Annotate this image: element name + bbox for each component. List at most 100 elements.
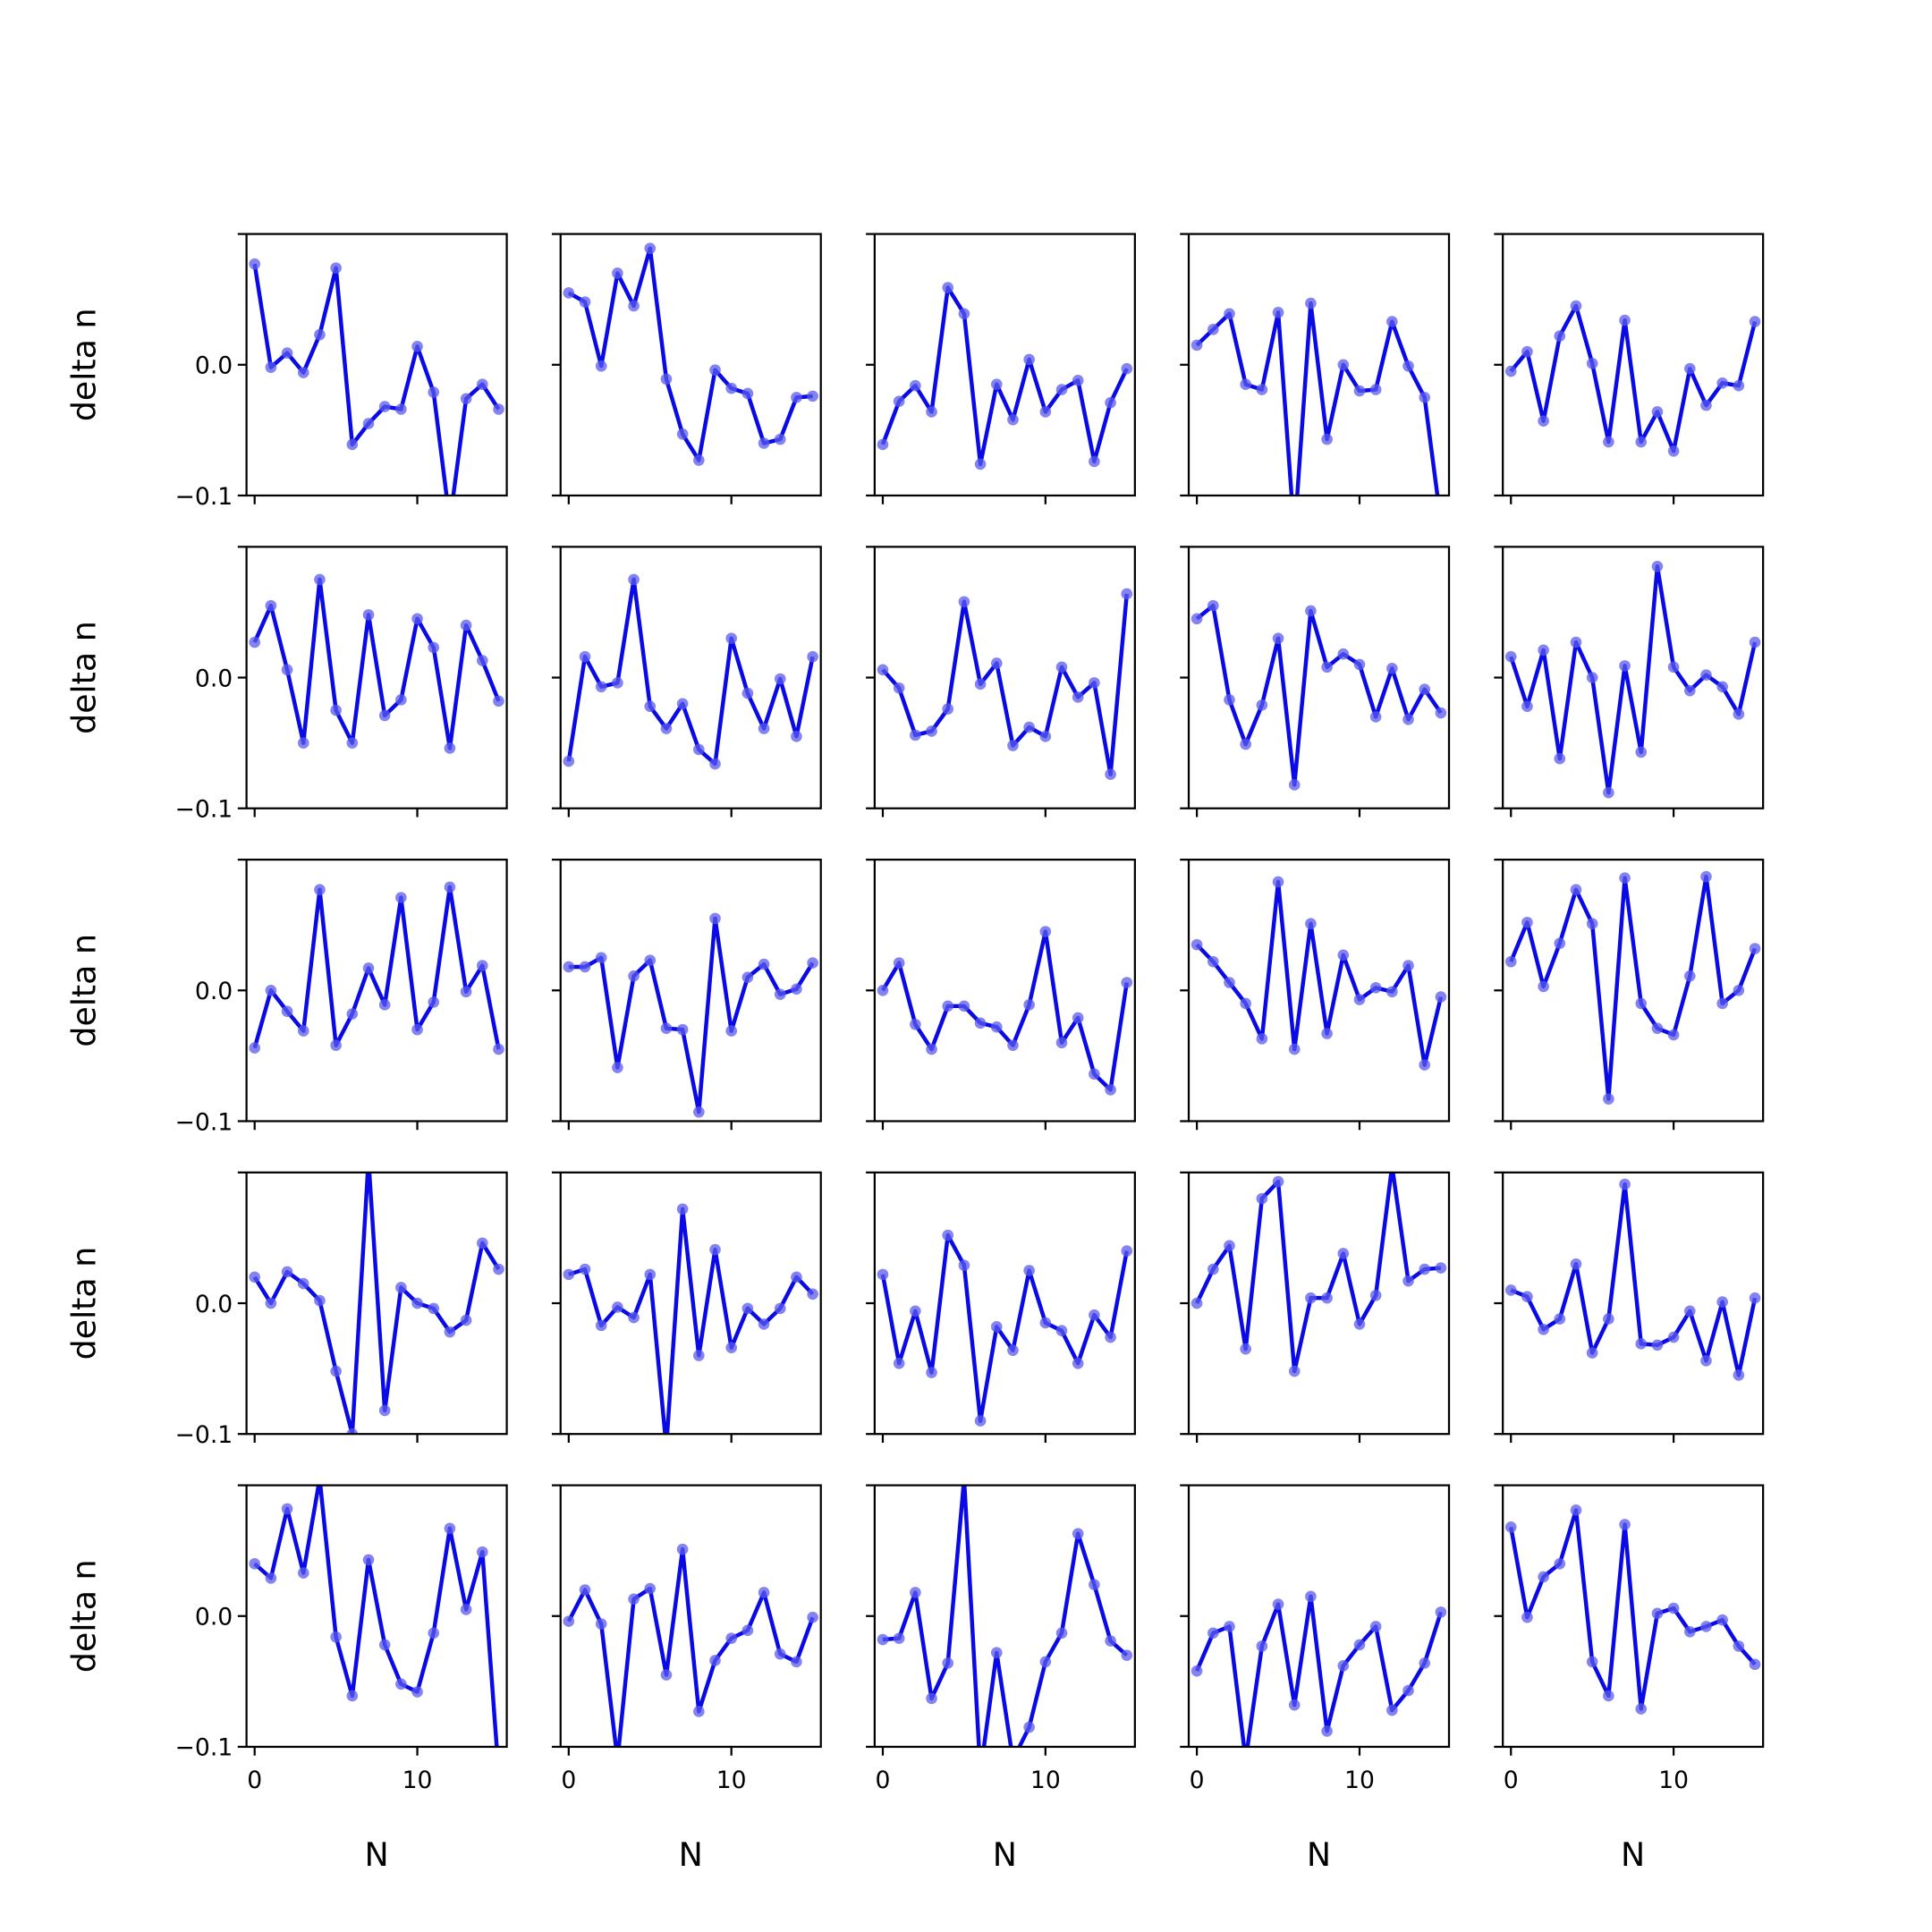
y-tick-label: −0.1 [175, 1108, 233, 1136]
data-point [1667, 1602, 1680, 1614]
data-point [1240, 1754, 1251, 1766]
data-point [877, 1268, 889, 1281]
x-tick-label: 10 [716, 1767, 747, 1794]
data-point [1191, 938, 1203, 951]
y-tick-label: 0.0 [195, 665, 233, 692]
subplot: 0 10 N [866, 1473, 1136, 1874]
data-point [942, 282, 954, 293]
data-point [628, 1311, 640, 1324]
data-point [758, 958, 770, 970]
data-point [1305, 1590, 1317, 1603]
data-point [395, 892, 407, 903]
data-point [1007, 413, 1019, 426]
data-point [877, 984, 889, 996]
data-point [1072, 691, 1084, 703]
axes-frame [245, 233, 508, 497]
plot-area [249, 258, 504, 496]
plot-area [877, 1229, 1133, 1427]
data-point [579, 1584, 591, 1596]
data-point [1224, 1621, 1235, 1632]
data-point [444, 1326, 456, 1338]
plot-area [877, 282, 1133, 470]
data-point [1240, 738, 1251, 750]
data-point [1603, 1690, 1614, 1702]
data-point [1435, 991, 1447, 1003]
data-point [1208, 324, 1219, 335]
data-point [1039, 1656, 1052, 1668]
data-point [330, 1365, 342, 1377]
data-point [428, 996, 440, 1008]
data-point [741, 1624, 754, 1637]
data-point [378, 401, 391, 412]
axes-frame [873, 858, 1136, 1123]
data-point [1635, 1703, 1648, 1715]
data-point [725, 1342, 737, 1354]
data-point [774, 988, 786, 1000]
data-line [881, 929, 1129, 1092]
data-line [252, 577, 501, 750]
subplot [866, 1171, 1136, 1444]
data-point [346, 1690, 359, 1702]
data-point [709, 758, 721, 770]
data-point [926, 1692, 937, 1705]
data-point [1684, 1305, 1696, 1318]
data-point [1305, 918, 1317, 930]
data-point [1504, 650, 1517, 663]
data-point [281, 1503, 293, 1515]
data-point [926, 406, 937, 418]
data-point [346, 1428, 359, 1435]
data-point [660, 373, 673, 386]
data-point [1039, 406, 1052, 418]
data-point [1240, 997, 1251, 1010]
data-line [1195, 301, 1440, 496]
data-point [1749, 943, 1761, 954]
data-point [1554, 752, 1566, 765]
x-tick-label: 10 [1344, 1767, 1375, 1794]
data-line [1195, 1172, 1442, 1374]
y-axis-label: delta n [64, 1247, 103, 1360]
data-point [725, 382, 737, 394]
data-point [1603, 436, 1614, 448]
data-point [725, 1025, 737, 1037]
data-point [1386, 1704, 1398, 1716]
data-point [1651, 560, 1664, 572]
data-point [1337, 359, 1350, 371]
data-point [1419, 1263, 1431, 1275]
data-point [595, 1618, 607, 1630]
data-point [395, 694, 407, 706]
data-point [628, 1593, 640, 1606]
data-point [1208, 599, 1219, 612]
data-point [1105, 768, 1116, 781]
data-point [791, 392, 802, 403]
data-point [395, 1678, 407, 1690]
data-point [644, 954, 657, 966]
y-tick-label: 0.0 [195, 1604, 233, 1631]
data-point [1289, 530, 1301, 541]
data-point [1321, 1292, 1333, 1304]
data-point [1321, 1725, 1333, 1737]
subplot: −0.1 0.0 delta n [64, 546, 508, 824]
data-point [1733, 708, 1745, 720]
data-point [1635, 746, 1648, 758]
data-point [1554, 937, 1566, 949]
data-point [693, 1706, 705, 1717]
data-point [378, 1639, 391, 1651]
axes-frame [1502, 546, 1765, 809]
data-point [1369, 982, 1382, 994]
data-point [1191, 1297, 1203, 1309]
data-point [1667, 445, 1680, 457]
data-point [612, 267, 623, 279]
data-point [1554, 330, 1566, 342]
data-point [959, 1473, 970, 1485]
data-point [1208, 1627, 1219, 1640]
data-point [1716, 997, 1728, 1010]
data-point [1039, 1317, 1052, 1329]
data-point [1321, 661, 1333, 674]
data-point [1684, 1626, 1696, 1638]
y-axis-label: delta n [64, 934, 103, 1047]
data-point [1191, 1665, 1203, 1677]
data-point [693, 454, 705, 466]
data-point [893, 1357, 905, 1369]
y-tick-label: −0.1 [175, 1734, 233, 1762]
data-point [297, 367, 309, 378]
